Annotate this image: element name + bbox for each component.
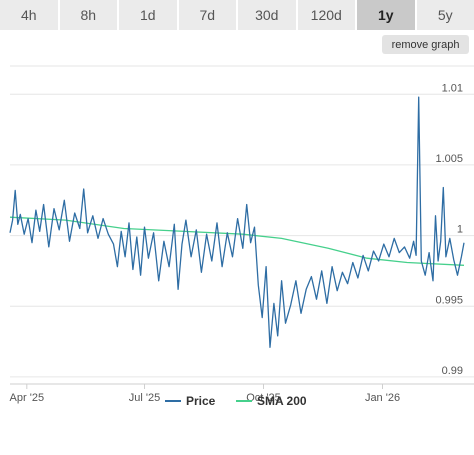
tab-4h[interactable]: 4h [0, 0, 60, 30]
y-tick-label: 1 [457, 224, 463, 236]
x-tick-label: Jan '26 [365, 392, 400, 404]
tab-1d[interactable]: 1d [119, 0, 179, 30]
tab-5y[interactable]: 5y [416, 0, 474, 30]
tab-30d[interactable]: 30d [238, 0, 298, 30]
legend-label: SMA 200 [257, 394, 307, 408]
timeframe-tabs: 4h 8h 1d 7d 30d 120d 1y 5y [0, 0, 474, 30]
y-tick-label: 0.995 [435, 294, 463, 306]
legend-label: Price [186, 394, 216, 408]
remove-graph-button[interactable]: remove graph [382, 35, 469, 54]
tab-7d[interactable]: 7d [178, 0, 238, 30]
tab-120d[interactable]: 120d [297, 0, 357, 30]
legend-price[interactable]: Price [165, 394, 216, 408]
x-tick-label: Apr '25 [10, 392, 45, 404]
price-series-line [9, 96, 465, 348]
y-tick-label: 0.99 [442, 365, 463, 377]
legend-sma-200[interactable]: SMA 200 [236, 394, 307, 408]
price-chart: 1.01 1.005 1 0.995 0.99 Apr '25 Jul '25 Oct '25… [9, 65, 474, 408]
x-tick-label: Oct '25 [246, 392, 281, 404]
y-tick-label: 1.005 [435, 153, 463, 165]
x-tick-label: Jul '25 [129, 392, 160, 404]
y-tick-label: 1.01 [442, 82, 463, 94]
tab-1y[interactable]: 1y [357, 0, 417, 30]
tab-8h[interactable]: 8h [59, 0, 119, 30]
